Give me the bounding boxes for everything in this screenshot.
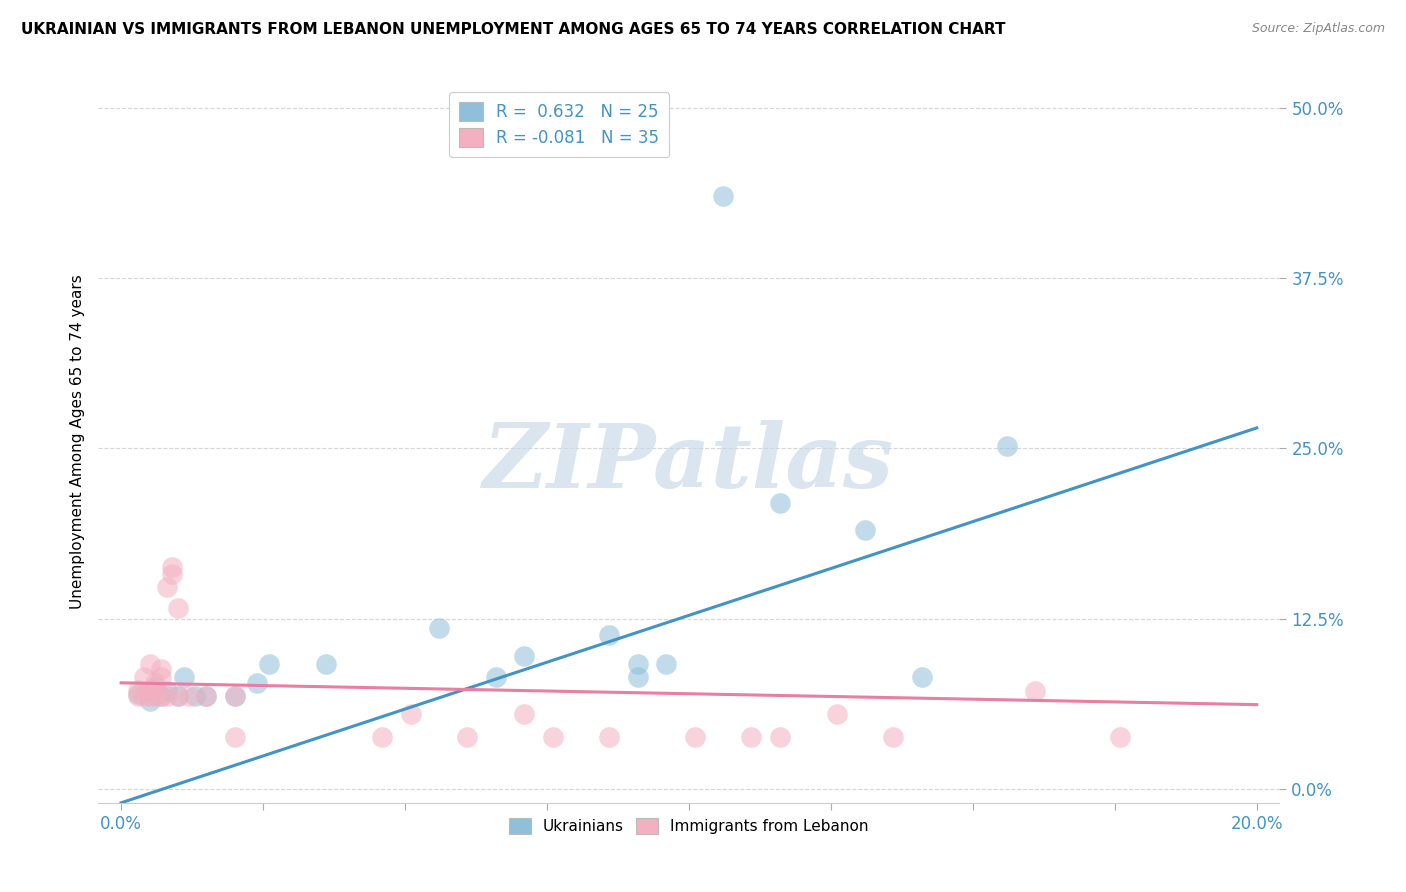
Point [513, 707, 536, 722]
Point [427, 621, 450, 635]
Point [683, 731, 706, 745]
Point [246, 676, 269, 690]
Point [155, 684, 177, 698]
Point [1024, 684, 1046, 698]
Text: UKRAINIAN VS IMMIGRANTS FROM LEBANON UNEMPLOYMENT AMONG AGES 65 TO 74 YEARS CORR: UKRAINIAN VS IMMIGRANTS FROM LEBANON UNE… [21, 22, 1005, 37]
Point [132, 670, 155, 684]
Point [224, 690, 246, 704]
Point [149, 670, 172, 684]
Point [541, 731, 564, 745]
Point [138, 693, 160, 707]
Point [853, 523, 876, 537]
Point [143, 690, 166, 704]
Point [195, 690, 218, 704]
Point [167, 690, 190, 704]
Point [162, 566, 183, 581]
Point [155, 690, 177, 704]
Point [127, 687, 149, 701]
Point [155, 581, 177, 595]
Point [143, 676, 166, 690]
Point [127, 682, 149, 697]
Point [598, 628, 620, 642]
Point [138, 690, 160, 704]
Point [598, 731, 620, 745]
Point [143, 680, 166, 694]
Point [627, 657, 650, 671]
Point [769, 496, 792, 510]
Point [711, 189, 734, 203]
Point [195, 690, 218, 704]
Point [132, 690, 155, 704]
Point [257, 657, 280, 671]
Point [138, 682, 160, 697]
Point [173, 670, 195, 684]
Text: Source: ZipAtlas.com: Source: ZipAtlas.com [1251, 22, 1385, 36]
Point [740, 731, 762, 745]
Point [224, 731, 246, 745]
Point [399, 707, 422, 722]
Point [485, 670, 508, 684]
Point [162, 560, 183, 574]
Point [769, 731, 792, 745]
Point [149, 662, 172, 676]
Point [224, 690, 246, 704]
Legend: Ukrainians, Immigrants from Lebanon: Ukrainians, Immigrants from Lebanon [502, 811, 876, 842]
Point [149, 690, 172, 704]
Point [456, 731, 478, 745]
Point [371, 731, 394, 745]
Point [149, 690, 172, 704]
Point [138, 657, 160, 671]
Point [882, 731, 904, 745]
Point [995, 439, 1018, 453]
Point [127, 690, 149, 704]
Point [1109, 731, 1132, 745]
Y-axis label: Unemployment Among Ages 65 to 74 years: Unemployment Among Ages 65 to 74 years [69, 274, 84, 609]
Point [167, 690, 190, 704]
Point [167, 600, 190, 615]
Point [184, 690, 207, 704]
Point [179, 690, 201, 704]
Point [911, 670, 934, 684]
Point [655, 657, 678, 671]
Point [627, 670, 650, 684]
Text: ZIPatlas: ZIPatlas [484, 420, 894, 507]
Point [315, 657, 337, 671]
Point [513, 648, 536, 663]
Point [825, 707, 848, 722]
